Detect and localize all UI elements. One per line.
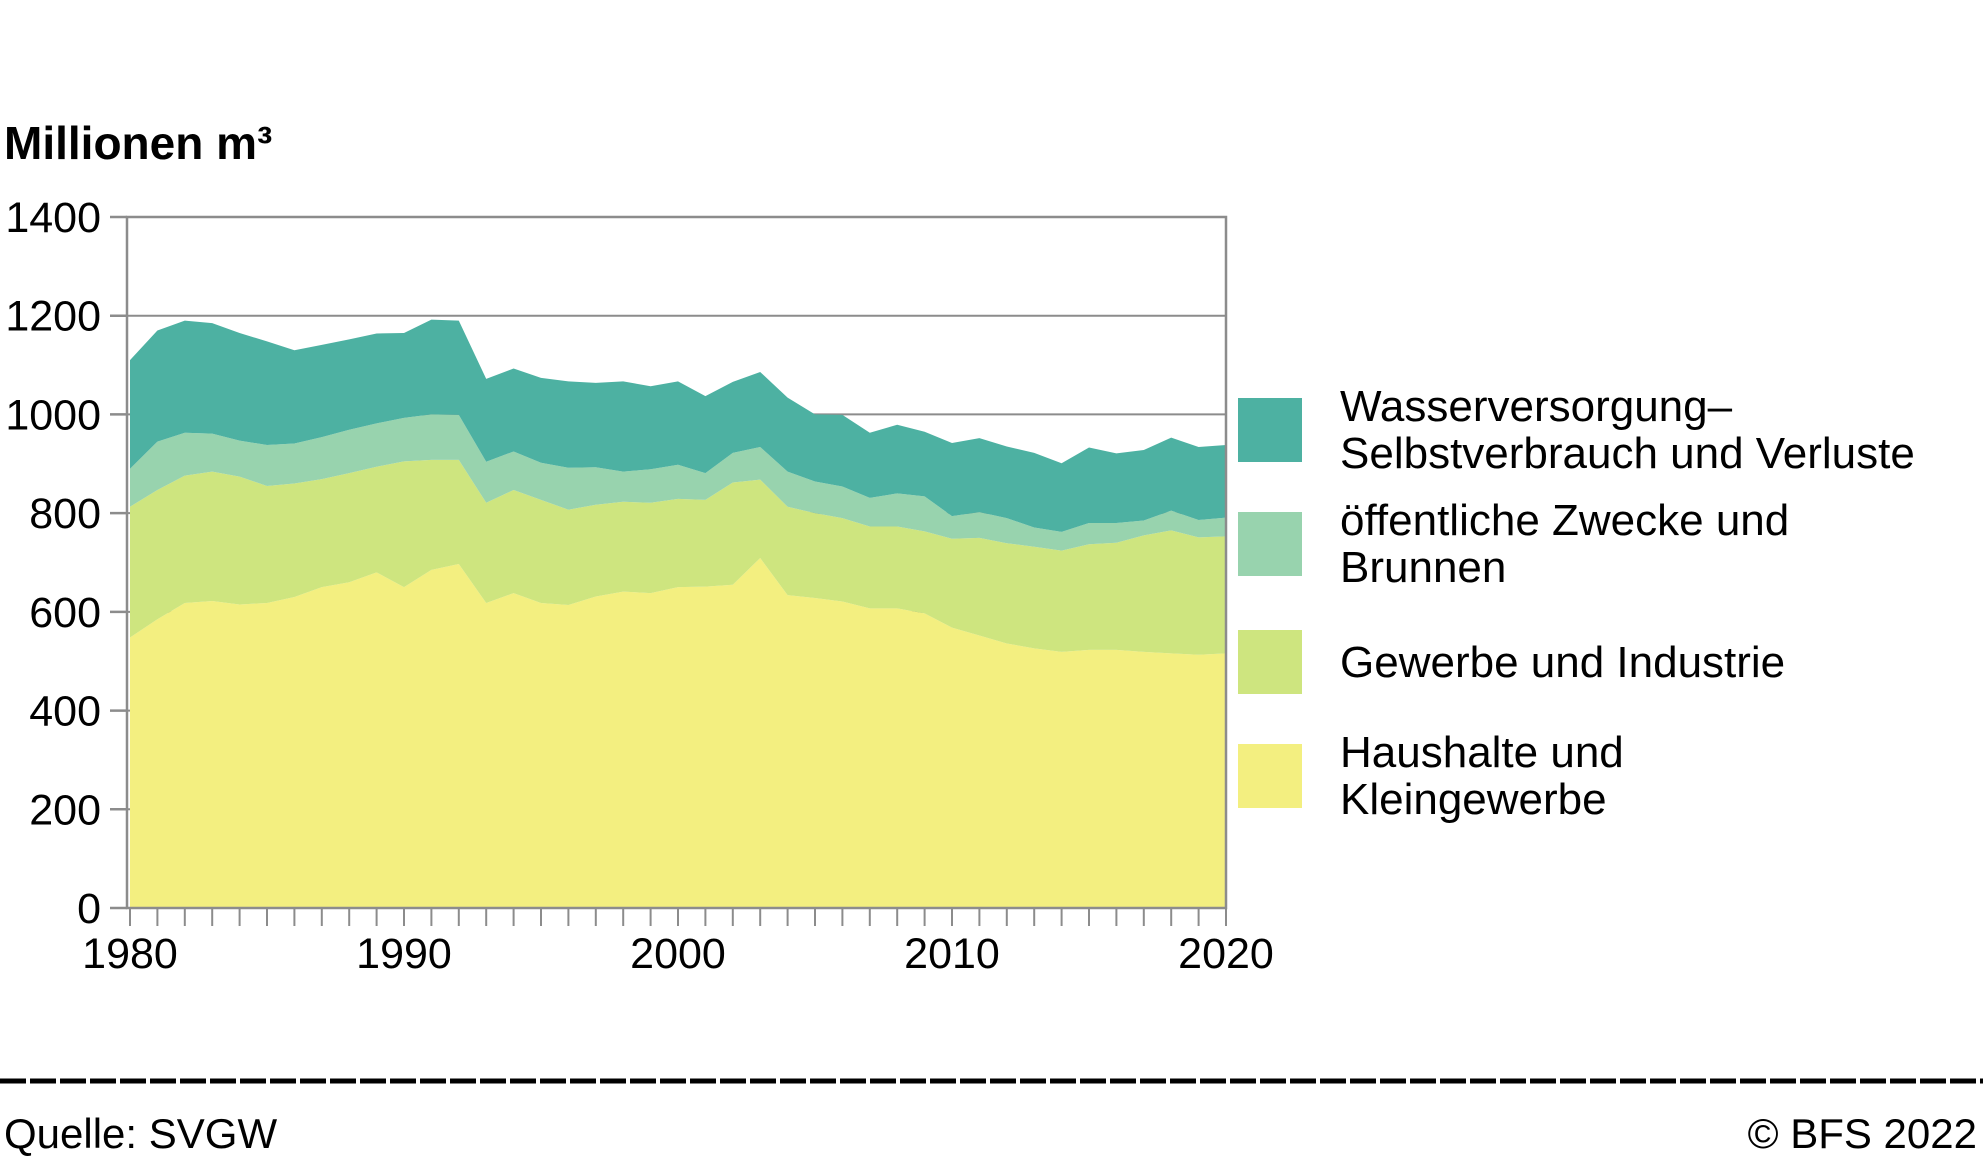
legend-swatch-wasserversorgung [1238, 398, 1302, 462]
source-text: Quelle: SVGW [4, 1110, 278, 1157]
legend-label-line: Brunnen [1340, 543, 1507, 592]
area-oeffentliche-zwecke [130, 414, 1226, 551]
legend-label-wasserversorgung: Wasserversorgung– Selbstverbrauch und Ve… [1340, 383, 1915, 477]
legend-item-oeffentliche-zwecke: öffentliche Zwecke und Brunnen [1238, 497, 1789, 591]
y-tick-label-1400: 1400 [5, 194, 101, 242]
y-tick-label-400: 400 [29, 688, 101, 736]
legend-item-haushalte: Haushalte und Kleingewerbe [1238, 729, 1624, 823]
legend-label-gewerbe: Gewerbe und Industrie [1340, 639, 1785, 686]
legend-swatch-oeffentliche-zwecke [1238, 512, 1302, 576]
area-haushalte [130, 558, 1226, 908]
x-tick-label-1980: 1980 [82, 930, 178, 978]
y-tick-label-800: 800 [29, 490, 101, 538]
legend-item-wasserversorgung: Wasserversorgung– Selbstverbrauch und Ve… [1238, 383, 1915, 477]
y-tick-label-0: 0 [77, 885, 101, 933]
legend-label-oeffentliche-zwecke: öffentliche Zwecke und Brunnen [1340, 497, 1789, 591]
x-tick-label-2010: 2010 [904, 930, 1000, 978]
y-tick-label-1200: 1200 [5, 293, 101, 341]
legend-label-line: Gewerbe und Industrie [1340, 637, 1786, 687]
y-tick-label-1000: 1000 [5, 391, 101, 439]
area-gewerbe [130, 459, 1226, 655]
y-axis-title: Millionen m³ [4, 117, 273, 169]
area-wasserversorgung [130, 319, 1226, 532]
legend: Wasserversorgung– Selbstverbrauch und Ve… [1238, 0, 1983, 900]
y-tick-label-200: 200 [29, 786, 101, 834]
legend-label-line: Selbstverbrauch und Verluste [1340, 429, 1915, 478]
legend-swatch-haushalte [1238, 744, 1302, 808]
legend-label-line: Haushalte und [1340, 728, 1624, 777]
x-tick-label-1990: 1990 [356, 930, 452, 978]
legend-swatch-gewerbe [1238, 630, 1302, 694]
legend-label-line: Wasserversorgung– [1340, 382, 1733, 431]
x-tick-label-2020: 2020 [1178, 930, 1274, 978]
footer-separator-line [0, 1078, 1983, 1084]
copyright-text: © BFS 2022 [1747, 1110, 1977, 1157]
plot-frame [125, 215, 1228, 910]
legend-label-line: Kleingewerbe [1340, 775, 1607, 824]
y-tick-label-600: 600 [29, 589, 101, 637]
legend-label-line: öffentliche Zwecke und [1340, 496, 1790, 545]
legend-item-gewerbe: Gewerbe und Industrie [1238, 630, 1785, 694]
x-tick-label-2000: 2000 [630, 930, 726, 978]
legend-label-haushalte: Haushalte und Kleingewerbe [1340, 729, 1624, 823]
